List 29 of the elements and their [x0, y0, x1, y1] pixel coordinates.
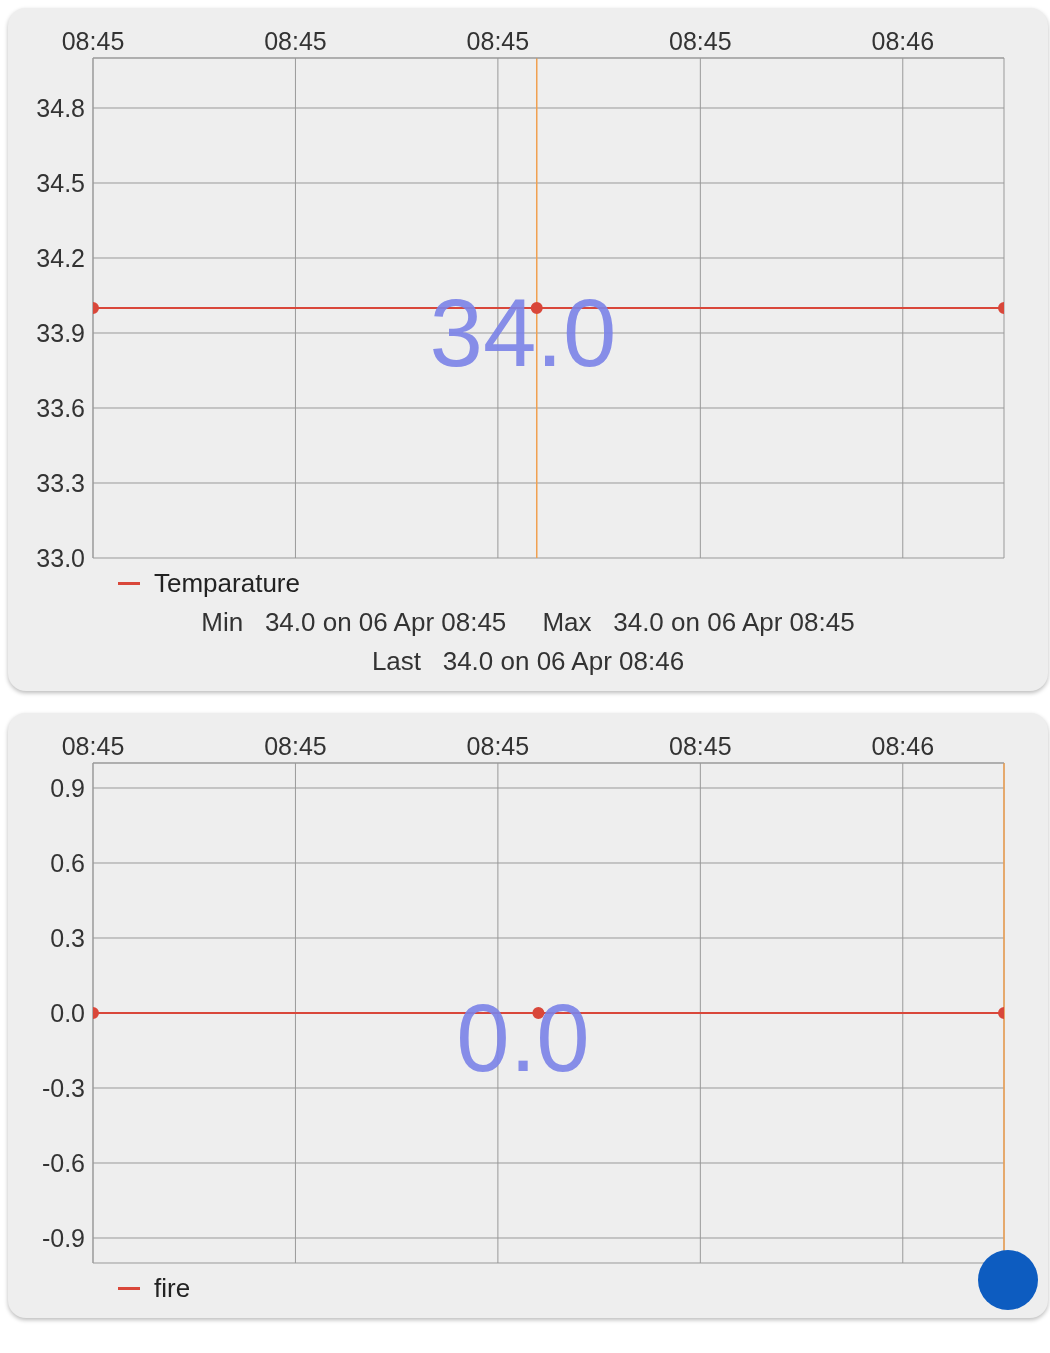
legend-label: fire [154, 1273, 191, 1304]
y-tick-label: 33.0 [36, 543, 85, 572]
x-tick-label: 08:45 [466, 732, 530, 760]
y-tick-label: 0.9 [50, 773, 85, 802]
x-tick-label: 08:45 [466, 27, 530, 55]
x-tick-label: 08:46 [871, 732, 935, 760]
y-tick-label: 0.3 [50, 923, 85, 952]
x-tick-label: 08:45 [61, 732, 125, 760]
x-tick-label: 08:45 [264, 732, 327, 760]
annotation: 0.0 [456, 984, 590, 1091]
y-tick-label: 0.0 [50, 998, 85, 1027]
text: Last 34.0 on 06 Apr 08:46 [370, 646, 686, 677]
y-tick-label: 33.6 [36, 393, 85, 422]
y-tick-label: -0.9 [41, 1223, 85, 1252]
x-tick-label: 08:45 [61, 27, 125, 55]
x-tick-label: 08:45 [264, 27, 327, 55]
x-tick-label: 08:45 [669, 732, 732, 760]
y-tick-label: 34.8 [36, 93, 85, 122]
x-tick-label: 08:45 [669, 27, 732, 55]
legend-label: Temparature [154, 568, 300, 599]
y-tick-label: 34.5 [36, 168, 85, 197]
y-tick-label: 0.6 [50, 848, 85, 877]
y-tick-label: -0.3 [41, 1073, 85, 1102]
y-tick-label: 34.2 [36, 243, 85, 272]
x-tick-label: 08:46 [871, 27, 935, 55]
y-tick-label: -0.6 [41, 1148, 85, 1177]
y-tick-label: 33.3 [36, 468, 85, 497]
y-tick-label: 33.9 [36, 318, 85, 347]
text: Min 34.0 on 06 Apr 08:45 Max 34.0 on 06 Apr 08:45 [200, 607, 856, 638]
